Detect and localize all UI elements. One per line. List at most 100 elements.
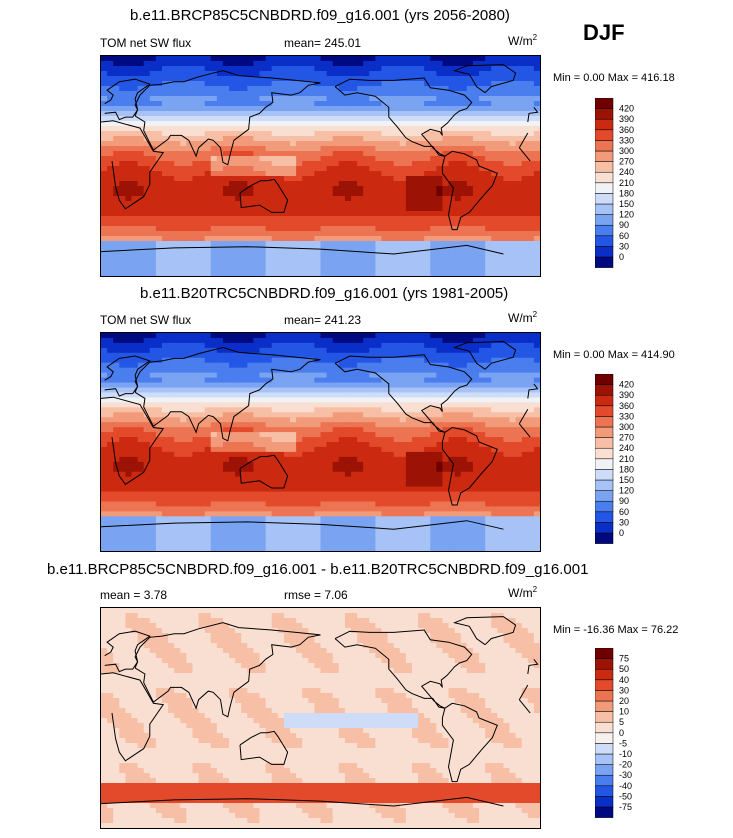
panel1-colorbar-tick: 60: [619, 231, 629, 241]
panel3-colorbar-tick: -5: [619, 738, 627, 748]
coastline: [101, 796, 504, 807]
panel1-colorbar-swatch: [595, 235, 614, 247]
panel1-colorbar-swatch: [595, 140, 614, 152]
panel3-colorbar-swatch: [595, 806, 614, 818]
panel2-colorbar-tick: 0: [619, 528, 624, 538]
coastline: [101, 244, 504, 255]
panel3-colorbar-swatch: [595, 764, 614, 776]
panel1-colorbar-swatch: [595, 224, 614, 237]
panel2-colorbar-swatch: [595, 416, 614, 428]
panel2-colorbar-swatch: [595, 447, 614, 460]
panel1-colorbar-tick: 0: [619, 252, 624, 262]
panel1-colorbar-tick: 270: [619, 157, 634, 167]
panel1-colorbar-tick: 300: [619, 146, 634, 156]
panel1-colorbar-tick: 210: [619, 178, 634, 188]
coastline: [239, 730, 289, 765]
panel3-colorbar-swatch: [595, 743, 614, 755]
season-label: DJF: [583, 20, 625, 45]
panel3-colorbar-swatch: [595, 700, 614, 712]
panel3-minmax: Min = -16.36 Max = 76.22: [553, 624, 679, 636]
coastline: [334, 629, 473, 709]
coastline: [104, 355, 539, 399]
panel2-colorbar-swatch: [595, 522, 614, 534]
panel2-colorbar-tick: 270: [619, 433, 634, 443]
panel3-colorbar-tick: -10: [619, 749, 632, 759]
panel1-map: [100, 55, 541, 277]
panel2-colorbar-tick: 210: [619, 454, 634, 464]
coastline: [441, 150, 498, 231]
panel1-units: W/m2: [508, 33, 538, 48]
panel3-colorbar-tick: -20: [619, 760, 632, 770]
panel3-colorbar-tick: 0: [619, 728, 624, 738]
panel1-colorbar-swatch: [595, 246, 614, 258]
coastline: [452, 340, 517, 370]
panel2-colorbar-tick: 30: [619, 517, 629, 527]
panel2-variable-label: TOM net SW flux: [100, 313, 192, 327]
panel1-colorbar-swatch: [595, 193, 614, 205]
coastline: [104, 78, 539, 123]
panel1-mean-label: mean= 245.01: [284, 36, 362, 50]
coastline: [441, 426, 498, 506]
panel2-colorbar-tick: 360: [619, 401, 634, 411]
panel2-colorbar-tick: 150: [619, 475, 634, 485]
panel1-colorbar-tick: 330: [619, 135, 634, 145]
panel3-colorbar-tick: 5: [619, 717, 624, 727]
panel2-map: [100, 332, 541, 552]
panel2-colorbar-tick: 90: [619, 496, 629, 506]
panel3-mean-label: mean = 3.78: [100, 588, 168, 602]
panel3-colorbar-tick: 20: [619, 696, 629, 706]
coastline: [239, 178, 289, 213]
coastline: [134, 70, 321, 166]
coastline: [101, 120, 531, 210]
panel2-colorbar-tick: 180: [619, 464, 634, 474]
panel2-colorbar-swatch: [595, 469, 614, 481]
panel1-colorbar-swatch: [595, 118, 614, 131]
coastline: [239, 454, 289, 489]
panel1-colorbar-swatch: [595, 150, 614, 162]
panel3-rmse-label: rmse = 7.06: [284, 588, 348, 602]
panel3-colorbar-swatch: [595, 648, 614, 659]
panel1-colorbar-swatch: [595, 171, 614, 184]
panel2-units: W/m2: [508, 310, 538, 325]
panel3-units: W/m2: [508, 585, 538, 600]
panel2-colorbar-tick: 390: [619, 390, 634, 400]
panel1-title: b.e11.BRCP85C5CNBDRD.f09_g16.001 (yrs 20…: [130, 7, 510, 24]
panel2-colorbar-swatch: [595, 384, 614, 396]
panel2-colorbar-swatch: [595, 437, 614, 449]
panel1-colorbar-tick: 390: [619, 114, 634, 124]
coastline: [452, 64, 517, 94]
coastline: [334, 354, 473, 433]
panel3-colorbar-tick: -50: [619, 791, 632, 801]
panel3-colorbar-tick: 10: [619, 707, 629, 717]
panel3-colorbar-tick: -75: [619, 802, 632, 812]
panel3-colorbar-tick: -40: [619, 781, 632, 791]
coastline: [101, 520, 504, 530]
panel1-colorbar-tick: 240: [619, 167, 634, 177]
coastline: [441, 702, 498, 783]
coastline: [452, 616, 517, 646]
panel2-colorbar-tick: 60: [619, 507, 629, 517]
panel1-colorbar-swatch: [595, 203, 614, 215]
panel1-colorbar-tick: 150: [619, 199, 634, 209]
panel2-colorbar-swatch: [595, 479, 614, 491]
panel2-colorbar-swatch: [595, 405, 614, 417]
panel1-colorbar-swatch: [595, 129, 614, 141]
panel2-colorbar-swatch: [595, 511, 614, 523]
panel3-colorbar-tick: 30: [619, 685, 629, 695]
coastline: [104, 630, 539, 675]
panel2-colorbar-swatch: [595, 458, 614, 470]
panel1-colorbar-tick: 120: [619, 210, 634, 220]
panel1-colorbar-tick: 420: [619, 104, 634, 114]
panel3-colorbar-tick: 40: [619, 675, 629, 685]
coastline: [101, 672, 531, 762]
panel2-colorbar-tick: 240: [619, 443, 634, 453]
panel1-colorbar-swatch: [595, 161, 614, 173]
panel2-colorbar-swatch: [595, 532, 614, 544]
panel2-colorbar-swatch: [595, 500, 614, 513]
panel1-colorbar-tick: 360: [619, 125, 634, 135]
panel3-colorbar-swatch: [595, 774, 614, 787]
panel2-colorbar-tick: 300: [619, 422, 634, 432]
panel1-minmax: Min = 0.00 Max = 416.18: [553, 72, 675, 84]
panel3-colorbar-swatch: [595, 785, 614, 797]
